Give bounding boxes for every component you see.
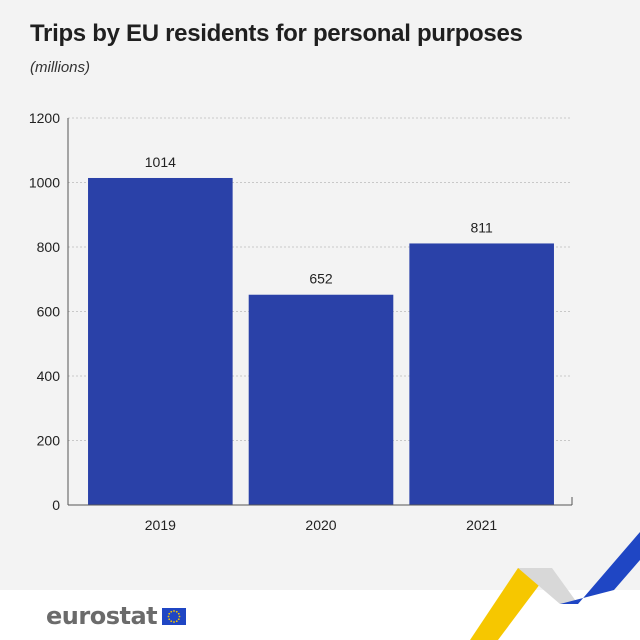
- y-tick-label: 1000: [29, 175, 60, 191]
- data-label: 811: [471, 219, 494, 235]
- blue-ribbon-shape: [560, 532, 640, 604]
- x-tick-label: 2019: [145, 517, 176, 533]
- data-label: 652: [309, 271, 333, 287]
- bars: [88, 177, 554, 506]
- eu-flag-icon: [162, 607, 187, 625]
- y-tick-label: 200: [37, 433, 61, 449]
- eurostat-logo: eurostat: [46, 602, 187, 630]
- axes: [67, 118, 573, 506]
- y-tick-label: 0: [52, 497, 60, 513]
- y-tick-label: 600: [37, 304, 61, 320]
- data-labels: 1014 652 811: [145, 154, 493, 287]
- bar-2019: [88, 177, 233, 506]
- x-tick-label: 2021: [466, 517, 497, 533]
- footer-band: [0, 590, 640, 640]
- grey-ribbon-shape: [518, 568, 578, 604]
- bar-chart: 0 200 400 600 800 1000 1200 1014 652 811 2019 202…: [29, 110, 573, 533]
- x-axis-tick-labels: 2019 2020 2021: [145, 517, 498, 533]
- x-tick-label: 2020: [305, 517, 336, 533]
- logo-text: eurostat: [46, 602, 158, 630]
- data-label: 1014: [145, 154, 176, 170]
- yellow-ribbon-shape: [470, 568, 552, 640]
- bar-2020: [248, 294, 394, 505]
- chart-title: Trips by EU residents for personal purpo…: [30, 20, 523, 47]
- bar-2021: [409, 243, 554, 505]
- y-tick-label: 800: [37, 239, 61, 255]
- y-tick-label: 400: [37, 368, 61, 384]
- chart-subtitle: (millions): [30, 59, 90, 76]
- y-tick-label: 1200: [29, 110, 60, 126]
- y-axis-tick-labels: 0 200 400 600 800 1000 1200: [29, 110, 60, 513]
